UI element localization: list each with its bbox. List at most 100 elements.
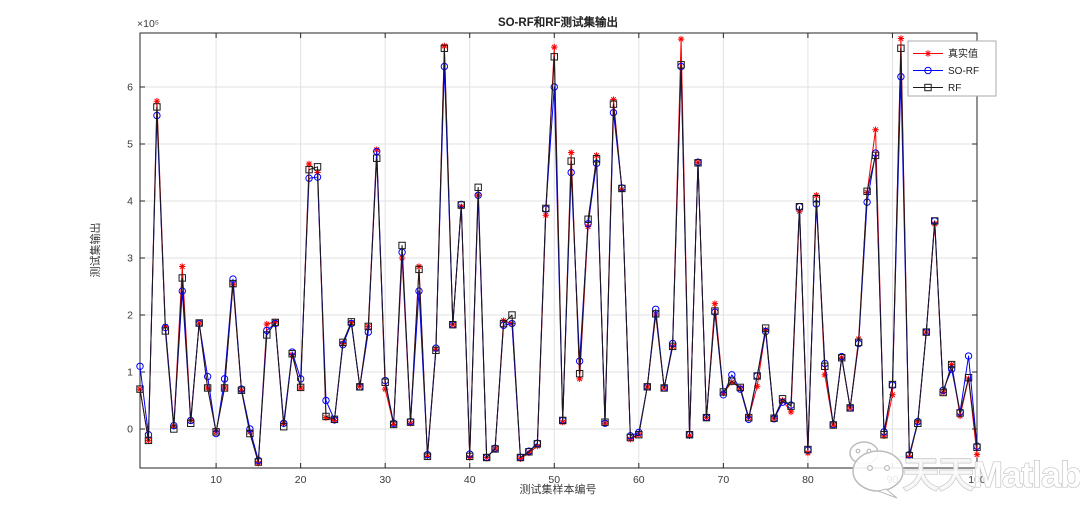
square-marker: [973, 443, 981, 451]
y-axis-exponent: ×10⁵: [137, 18, 159, 30]
asterisk-marker: [711, 300, 719, 307]
square-marker: [288, 350, 296, 358]
square-marker: [888, 380, 897, 389]
square-marker: [271, 318, 279, 327]
asterisk-marker: [686, 432, 693, 440]
watermark-text: 天天Matlab: [903, 454, 1080, 495]
square-marker: [778, 395, 787, 403]
circle-marker: [652, 305, 660, 313]
asterisk-marker: [517, 455, 524, 462]
square-marker: [702, 413, 711, 422]
square-marker: [203, 384, 212, 392]
square-marker: [609, 100, 618, 108]
square-marker: [542, 204, 550, 213]
square-marker: [804, 445, 812, 454]
square-marker: [761, 324, 770, 332]
y-axis-label: 测试集输出: [88, 223, 102, 278]
square-marker: [711, 307, 719, 315]
circle-marker: [897, 73, 905, 81]
circle-marker: [203, 372, 212, 381]
square-marker: [795, 203, 804, 211]
circle-marker: [136, 362, 144, 370]
square-marker: [229, 279, 237, 288]
square-marker: [212, 428, 220, 436]
square-marker: [246, 429, 254, 438]
y-tick-label: 1: [127, 367, 133, 379]
square-marker: [871, 151, 880, 160]
square-marker: [389, 420, 398, 429]
square-marker: [643, 383, 651, 391]
square-marker: [423, 452, 432, 461]
asterisk-marker: [821, 371, 829, 379]
x-tick-label: 70: [718, 474, 730, 486]
square-marker: [440, 44, 449, 52]
square-marker: [153, 103, 161, 111]
square-marker: [924, 83, 932, 92]
x-tick-label: 50: [548, 474, 560, 486]
circle-marker: [550, 83, 558, 91]
square-marker: [339, 338, 347, 347]
asterisk-marker: [787, 408, 795, 416]
square-marker: [829, 421, 837, 429]
asterisk-marker: [179, 263, 186, 270]
square-marker: [922, 328, 930, 336]
legend-box: [907, 40, 997, 97]
y-tick-label: 5: [127, 139, 133, 151]
legend-label-sorf: SO-RF: [948, 66, 979, 77]
asterisk-marker: [753, 383, 761, 390]
asterisk-marker: [381, 385, 389, 393]
square-marker: [635, 431, 643, 439]
square-marker: [330, 415, 339, 424]
square-marker: [677, 61, 685, 69]
asterisk-marker: [880, 432, 888, 440]
x-tick-label: 40: [464, 474, 476, 486]
square-marker: [254, 458, 263, 466]
series-2: [136, 44, 981, 466]
x-axis-label: 测试集样本编号: [520, 482, 597, 496]
chart-title: SO-RF和RF测试集输出: [498, 15, 618, 29]
square-marker: [550, 53, 558, 61]
square-marker: [956, 409, 964, 417]
square-marker: [753, 372, 761, 380]
x-tick-label: 30: [379, 474, 391, 486]
square-marker: [745, 413, 753, 422]
legend-samples: [913, 50, 943, 92]
square-marker: [846, 404, 854, 412]
series-line: [139, 47, 978, 463]
square-marker: [499, 319, 508, 328]
square-marker: [161, 327, 170, 335]
square-marker: [601, 418, 609, 426]
square-marker: [525, 448, 533, 456]
square-marker: [897, 44, 905, 52]
square-marker: [136, 385, 144, 393]
square-marker: [466, 452, 474, 461]
square-marker: [508, 311, 516, 319]
square-marker: [559, 416, 567, 425]
square-marker: [668, 342, 677, 351]
x-tick-label: 100: [968, 474, 986, 486]
square-marker: [660, 384, 668, 392]
square-marker: [905, 452, 914, 460]
square-marker: [592, 155, 601, 163]
square-marker: [736, 383, 744, 392]
axis-tick-labels: 1020304050607080901000123456: [127, 82, 986, 487]
asterisk-marker: [373, 146, 380, 153]
asterisk-marker: [897, 35, 905, 42]
asterisk-marker: [728, 379, 736, 386]
square-marker: [296, 383, 305, 392]
asterisk-marker: [889, 391, 896, 398]
square-marker: [313, 163, 322, 171]
square-marker: [322, 412, 330, 421]
asterisk-marker: [153, 98, 161, 105]
asterisk-marker: [924, 50, 932, 57]
square-marker: [575, 370, 584, 378]
square-marker: [533, 440, 542, 448]
square-marker: [280, 423, 288, 431]
square-marker: [880, 431, 888, 439]
square-marker: [516, 453, 525, 462]
x-tick-label: 80: [802, 474, 814, 486]
wechat-icon: [849, 441, 904, 499]
y-tick-label: 4: [127, 196, 133, 208]
x-tick-label: 60: [633, 474, 645, 486]
